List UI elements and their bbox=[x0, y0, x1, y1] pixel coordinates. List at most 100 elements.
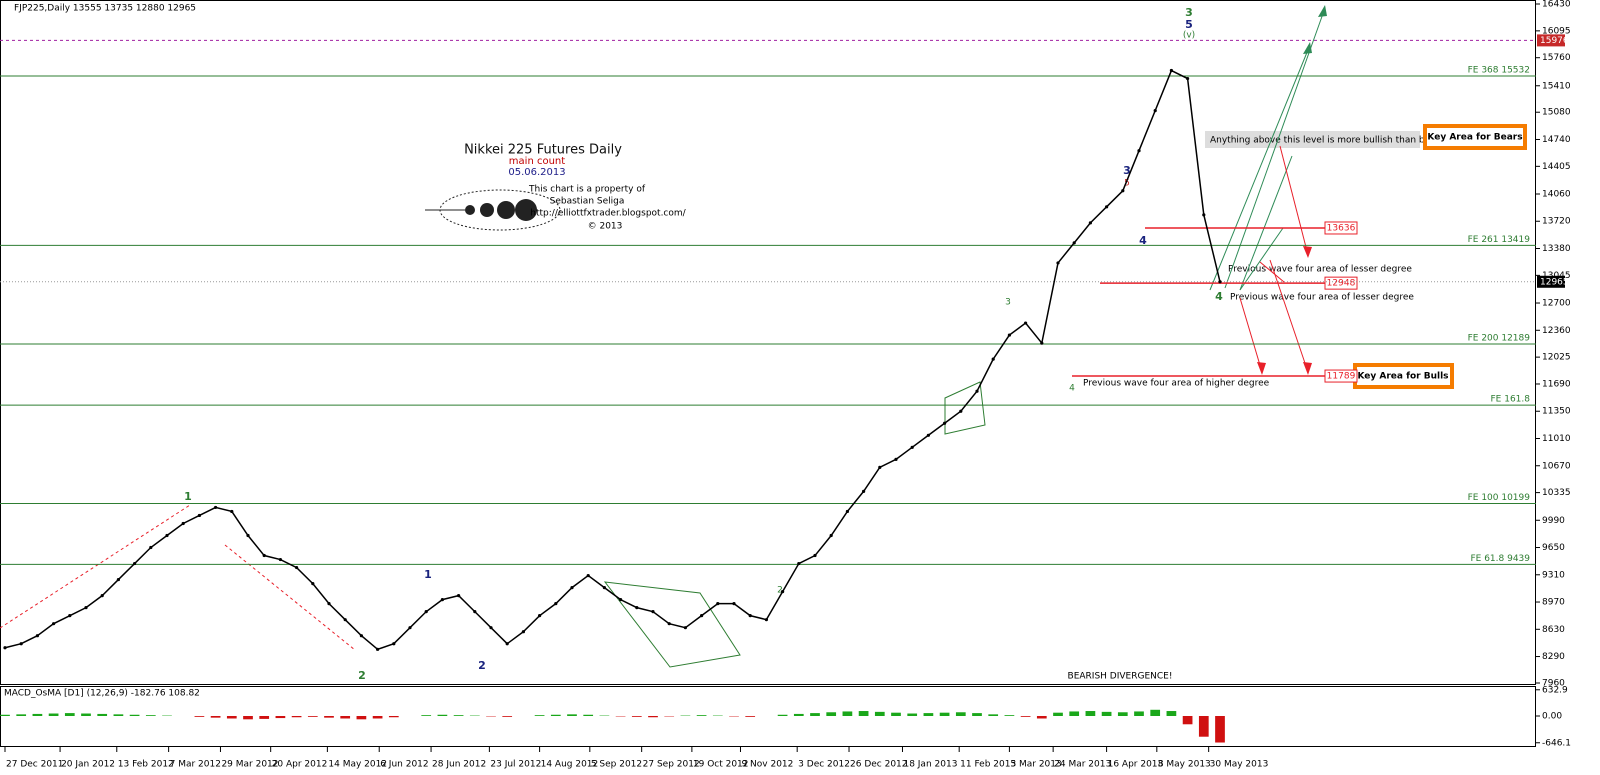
price-frame bbox=[0, 0, 1536, 685]
macd-bar bbox=[1134, 711, 1144, 716]
x-tick-label: 28 Jun 2012 bbox=[432, 760, 486, 770]
x-tick-label: 8 May 2013 bbox=[1158, 760, 1211, 770]
price-point bbox=[1040, 341, 1044, 345]
macd-bar bbox=[810, 713, 820, 716]
red-level-label: 12948 bbox=[1327, 279, 1356, 289]
price-point bbox=[651, 610, 655, 614]
url: http://elliottfxtrader.blogspot.com/ bbox=[530, 209, 686, 219]
price-point bbox=[894, 457, 898, 461]
y-tick-label: 10335 bbox=[1542, 488, 1571, 498]
macd-bar bbox=[32, 713, 43, 716]
current-price-box bbox=[1537, 275, 1565, 288]
price-point bbox=[570, 586, 574, 590]
macd-bar bbox=[1020, 716, 1031, 717]
price-point bbox=[975, 389, 979, 393]
date: 05.06.2013 bbox=[508, 167, 565, 178]
fe-level-label: FE 161.8 bbox=[1491, 395, 1531, 405]
price-point bbox=[521, 630, 526, 634]
y-tick-label: 14740 bbox=[1542, 135, 1571, 145]
price-point bbox=[1186, 76, 1190, 81]
y-tick-label: 9990 bbox=[1542, 516, 1565, 526]
x-tick-label: 6 Jun 2012 bbox=[380, 760, 428, 770]
wave-label: 3 bbox=[1185, 6, 1193, 19]
price-line bbox=[4, 69, 1221, 651]
y-tick-label: 16095 bbox=[1542, 26, 1571, 36]
price-point bbox=[1169, 68, 1173, 73]
price-point bbox=[943, 421, 947, 425]
price-point bbox=[683, 626, 688, 630]
macd-bar bbox=[648, 716, 658, 718]
price-point bbox=[327, 602, 331, 606]
price-point bbox=[100, 594, 104, 598]
bulls-label: Key Area for Bulls bbox=[1357, 372, 1448, 382]
macd-bar bbox=[226, 716, 237, 719]
price-point bbox=[246, 533, 250, 538]
macd-bar bbox=[972, 713, 982, 716]
wave-label: 4 bbox=[1069, 384, 1075, 394]
red-level-box bbox=[1324, 221, 1358, 235]
red-level-label: 13636 bbox=[1327, 223, 1356, 233]
macd-bar bbox=[372, 716, 383, 719]
price-point bbox=[716, 602, 720, 606]
x-tick-label: 20 Jan 2012 bbox=[61, 760, 115, 770]
macd-bar bbox=[1004, 715, 1015, 716]
price-point bbox=[910, 445, 914, 449]
macd-bar bbox=[113, 714, 124, 716]
macd-bar bbox=[939, 712, 950, 716]
y-tick-label: 12025 bbox=[1542, 353, 1571, 363]
price-point bbox=[262, 553, 266, 558]
price-point bbox=[797, 561, 801, 566]
top-level-box bbox=[1537, 34, 1565, 47]
logo bbox=[425, 189, 561, 231]
macd-bar bbox=[858, 711, 869, 716]
y-tick-label: 13720 bbox=[1542, 217, 1571, 227]
wave-label: (v) bbox=[1183, 31, 1195, 41]
macd-bar bbox=[356, 716, 367, 720]
wave-label: 1 bbox=[184, 490, 192, 503]
price-point bbox=[343, 618, 347, 622]
macd-tick-label: 632.9 bbox=[1542, 685, 1568, 695]
price-point bbox=[635, 606, 639, 610]
macd-bar bbox=[291, 716, 302, 718]
bears-label: Key Area for Bears bbox=[1427, 133, 1522, 143]
macd-bar bbox=[502, 716, 513, 717]
price-point bbox=[1137, 149, 1141, 153]
red-level-box bbox=[1324, 276, 1358, 290]
price-point bbox=[829, 533, 833, 538]
price-point bbox=[408, 626, 412, 630]
price-point bbox=[84, 606, 88, 610]
y-tick-label: 8970 bbox=[1542, 598, 1565, 608]
price-point bbox=[19, 642, 23, 646]
macd-bar bbox=[16, 714, 27, 716]
macd-bar bbox=[1117, 712, 1128, 716]
price-point bbox=[68, 614, 72, 618]
x-tick-label: 7 Mar 2012 bbox=[170, 760, 221, 770]
wave-label: 4 bbox=[1139, 234, 1147, 247]
price-point bbox=[214, 505, 218, 510]
price-point bbox=[376, 647, 380, 651]
price-point bbox=[764, 618, 769, 622]
macd-bar bbox=[891, 712, 901, 716]
y-tick-label: 8630 bbox=[1542, 625, 1565, 635]
y-tick-label: 11690 bbox=[1542, 379, 1571, 389]
price-point bbox=[35, 634, 40, 638]
macd-bar bbox=[567, 714, 577, 716]
current-price-label: 12965 bbox=[1540, 277, 1569, 287]
macd-bar bbox=[210, 716, 221, 718]
macd-bar bbox=[129, 714, 140, 716]
author: Sebastian Seliga bbox=[550, 197, 625, 207]
price-point bbox=[489, 626, 493, 630]
x-tick-label: 11 Feb 2013 bbox=[960, 760, 1016, 770]
x-tick-label: 24 Mar 2013 bbox=[1054, 760, 1111, 770]
macd-frame bbox=[0, 686, 1536, 747]
x-tick-label: 26 Dec 2012 bbox=[850, 760, 908, 770]
red-level-label: 11789 bbox=[1327, 372, 1356, 382]
price-point bbox=[813, 553, 817, 558]
arrows bbox=[0, 5, 1327, 668]
macd-bar bbox=[631, 716, 642, 717]
y-tick-label: 12360 bbox=[1542, 326, 1571, 336]
wave-label: 2 bbox=[478, 659, 486, 672]
x-tick-label: 20 Apr 2012 bbox=[272, 760, 328, 770]
price-point bbox=[554, 602, 558, 606]
macd-bar bbox=[1150, 709, 1161, 716]
